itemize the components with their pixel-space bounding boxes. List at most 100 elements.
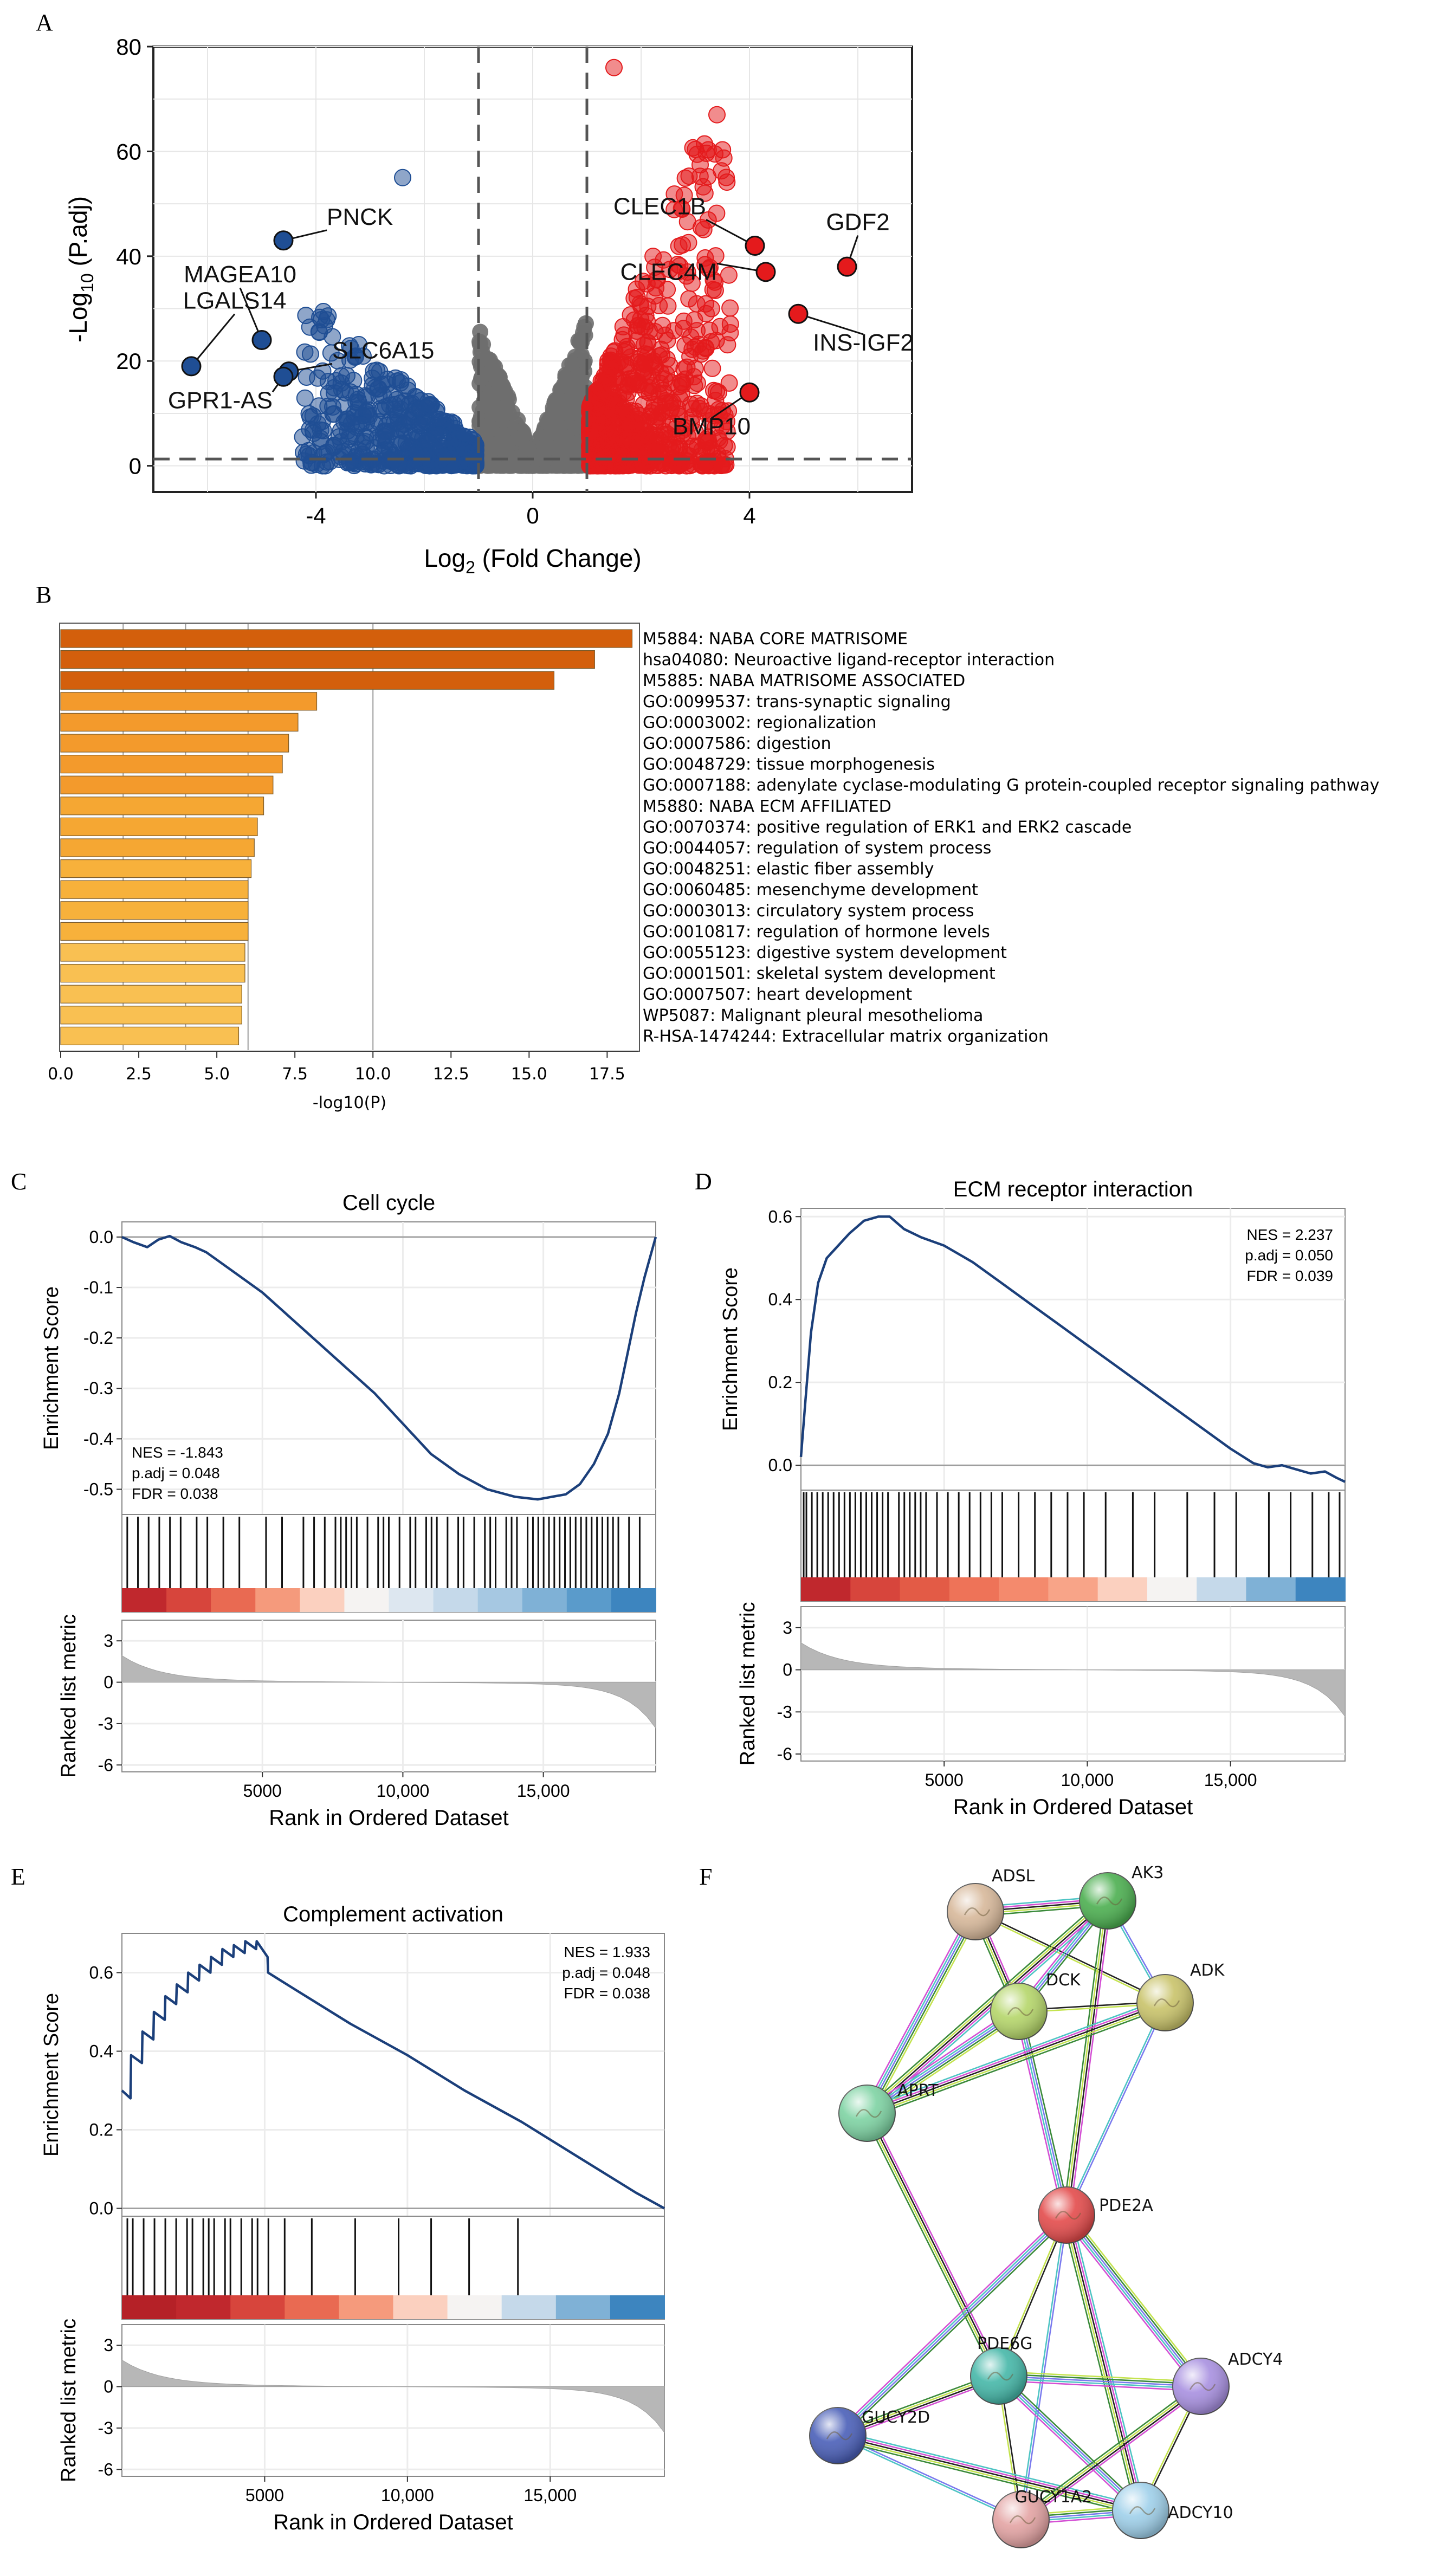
network-node-label: GUCY2D xyxy=(862,2408,930,2427)
gsea-stat-line: p.adj = 0.048 xyxy=(132,1465,220,1481)
gsea-metric-tick-label: -3 xyxy=(98,1714,113,1733)
volcano-labeled-point xyxy=(273,230,294,251)
network-node-label: APRT xyxy=(897,2081,939,2100)
volcano-point-down xyxy=(369,429,387,446)
bar-category-label: GO:0048729: tissue morphogenesis xyxy=(643,755,935,774)
volcano-point-down xyxy=(410,417,428,435)
gsea-metric-tick-label: -3 xyxy=(777,1702,792,1721)
network-edge xyxy=(836,2372,998,2433)
gsea-metric-tick-label: 3 xyxy=(104,1631,113,1651)
gsea-heat-segment xyxy=(166,1588,212,1612)
volcano-point-ns xyxy=(483,406,500,423)
volcano-gene-label: CLEC1B xyxy=(613,193,706,219)
volcano-point-up xyxy=(690,399,708,417)
gsea-metric-frame xyxy=(800,1606,1346,1762)
volcano-gene-label: GDF2 xyxy=(826,209,889,235)
gsea-metric-frame xyxy=(121,2324,665,2477)
network-edge xyxy=(999,2371,1201,2383)
volcano-point-ns xyxy=(540,438,557,455)
volcano-point-up xyxy=(683,274,701,292)
gsea-x-tick-label: 10,000 xyxy=(381,2486,434,2505)
bar-x-tick-label: 7.5 xyxy=(282,1065,308,1084)
gsea-y-tick-label: -0.2 xyxy=(83,1328,113,1348)
volcano-labeled-point xyxy=(181,356,202,377)
network-edges xyxy=(835,1895,1205,2525)
volcano-gene-label: BMP10 xyxy=(673,413,751,440)
bar xyxy=(60,797,264,815)
volcano-point-down xyxy=(300,442,318,459)
volcano-point-up xyxy=(697,433,715,450)
network-edge xyxy=(838,2215,1068,2437)
network-node-label: ADSL xyxy=(992,1867,1035,1886)
network-edge xyxy=(997,2376,1141,2512)
network-edge xyxy=(867,1900,1108,2114)
network-node-label: GUCY1A2 xyxy=(1015,2488,1093,2507)
network-node-shine xyxy=(947,1884,1004,1940)
volcano-point-down xyxy=(325,436,342,454)
bar-category-label: GO:0010817: regulation of hormone levels xyxy=(643,922,990,941)
network-node-structure xyxy=(826,2431,853,2441)
gsea-y-tick-label: 0.6 xyxy=(768,1207,792,1226)
network-nodes: ADSL AK3 DCK ADK APRT PDE2A PDE6G ADCY4 GUCY2D GU… xyxy=(809,1863,1283,2548)
network-edge xyxy=(1066,2003,1167,2216)
gsea-y-tick-label: 0.0 xyxy=(89,2199,113,2218)
volcano-point-down xyxy=(430,411,448,428)
volcano-point-up xyxy=(688,295,706,313)
volcano-point-up xyxy=(717,456,735,474)
volcano-point-down xyxy=(394,169,411,186)
bar xyxy=(60,963,245,983)
bar-category-label: GO:0003002: regionalization xyxy=(643,713,876,732)
network-edge xyxy=(838,2432,1142,2509)
gsea-heat-segment xyxy=(477,1588,523,1612)
volcano-point-up xyxy=(708,106,726,124)
network-edge xyxy=(1062,1900,1106,2215)
volcano-point-up xyxy=(628,289,646,306)
volcano-point-up xyxy=(581,411,599,429)
network-edge xyxy=(835,2212,1065,2434)
volcano-point-up xyxy=(691,167,709,185)
volcano-point-ns xyxy=(472,323,489,340)
volcano-gene-label: CLEC4M xyxy=(620,258,718,285)
volcano-point-up xyxy=(714,141,732,159)
network-edge xyxy=(997,2214,1066,2376)
gsea-heat-segment xyxy=(850,1577,901,1601)
network-edge xyxy=(869,2111,1003,2375)
volcano-point-up xyxy=(690,335,708,353)
gsea-heat-segment xyxy=(900,1577,950,1601)
gsea-x-tick-label: 15,000 xyxy=(523,2486,577,2505)
volcano-point-down xyxy=(350,442,368,459)
gsea-heat-segment xyxy=(433,1588,479,1612)
bar xyxy=(60,817,258,837)
gsea-heat-segment xyxy=(1197,1577,1247,1601)
volcano-point-ns xyxy=(560,405,577,422)
gsea-metric-axis-title: Ranked list metric xyxy=(736,1602,759,1766)
volcano-point-up xyxy=(721,315,739,333)
volcano-gene-label: GPR1-AS xyxy=(168,387,273,413)
network-node-shine xyxy=(1113,2482,1169,2539)
network-edge xyxy=(865,2113,999,2377)
volcano-point-ns xyxy=(495,378,512,395)
gsea-stat-line: FDR = 0.038 xyxy=(564,1985,650,2002)
bar-category-label: GO:0007188: adenylate cyclase-modulating… xyxy=(643,776,1379,795)
gsea-heat-segment xyxy=(211,1588,256,1612)
bar-category-label: hsa04080: Neuroactive ligand-receptor in… xyxy=(643,651,1055,670)
gsea-y-tick-label: -0.3 xyxy=(83,1378,113,1398)
gsea-y-tick-label: 0.4 xyxy=(89,2042,113,2061)
network-edge xyxy=(1064,2002,1165,2215)
volcano-callout-line xyxy=(190,313,236,367)
network-node-shine xyxy=(993,2491,1049,2548)
network-edge xyxy=(865,2009,1018,2112)
gsea-heat-segment xyxy=(300,1588,345,1612)
gsea-heat-segment xyxy=(122,1588,167,1612)
gsea-heat-segment xyxy=(1097,1577,1148,1601)
volcano-point-up xyxy=(688,145,706,163)
gsea-enrichment-curve xyxy=(799,1215,1346,1483)
volcano-point-up xyxy=(610,448,628,466)
network-node-structure xyxy=(1007,2007,1034,2016)
volcano-x-axis-title: Log2 (Fold Change) xyxy=(424,544,641,577)
network-edge xyxy=(868,1912,978,2115)
network-node-label: ADK xyxy=(1190,1961,1225,1980)
bar-category-label: GO:0099537: trans-synaptic signaling xyxy=(643,692,951,711)
network-edge xyxy=(867,2112,1001,2376)
volcano-point-up xyxy=(660,435,678,453)
